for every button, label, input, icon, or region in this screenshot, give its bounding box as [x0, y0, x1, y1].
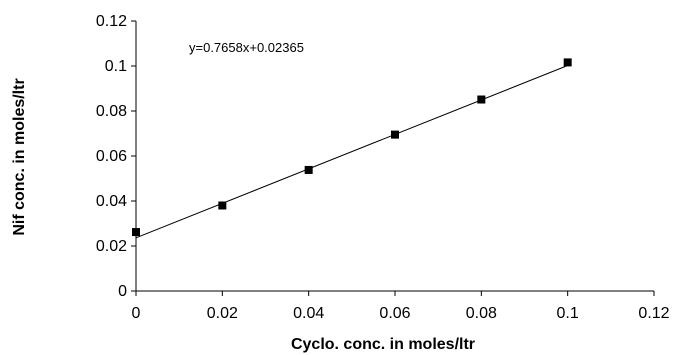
data-point [391, 130, 399, 139]
x-axis-title: Cyclo. conc. in moles/ltr [291, 336, 475, 353]
axes [135, 21, 654, 292]
y-tick-label: 0.06 [96, 148, 127, 165]
y-tick-label: 0.02 [96, 238, 127, 255]
y-tick-label: 0.1 [105, 58, 127, 75]
y-tick-label: 0 [118, 283, 127, 300]
y-tick-label: 0.12 [96, 13, 127, 30]
data-point [563, 58, 572, 67]
x-tick-label: 0.08 [466, 305, 497, 322]
x-tick-label: 0.02 [207, 305, 238, 322]
data-point [132, 228, 140, 237]
y-axis-title: Nif conc. in moles/ltr [11, 78, 28, 235]
trendline-equation: y=0.7658x+0.02365 [189, 40, 304, 55]
data-point [304, 165, 313, 174]
data-points [132, 58, 572, 237]
trendline [135, 65, 568, 239]
x-tick-label: 0.12 [638, 305, 669, 322]
data-point [218, 201, 227, 210]
x-tick-label: 0.1 [557, 305, 579, 322]
x-tick-label: 0.06 [379, 305, 410, 322]
x-tick-label: 0 [132, 305, 141, 322]
x-ticks: 0 0.02 0.04 0.06 0.08 0.1 0.12 [132, 291, 670, 322]
y-tick-label: 0.08 [96, 103, 127, 120]
y-tick-label: 0.04 [96, 193, 127, 210]
y-ticks: 0 0.02 0.04 0.06 0.08 0.1 0.12 [96, 13, 136, 300]
x-tick-label: 0.04 [293, 305, 324, 322]
data-point [477, 95, 486, 104]
